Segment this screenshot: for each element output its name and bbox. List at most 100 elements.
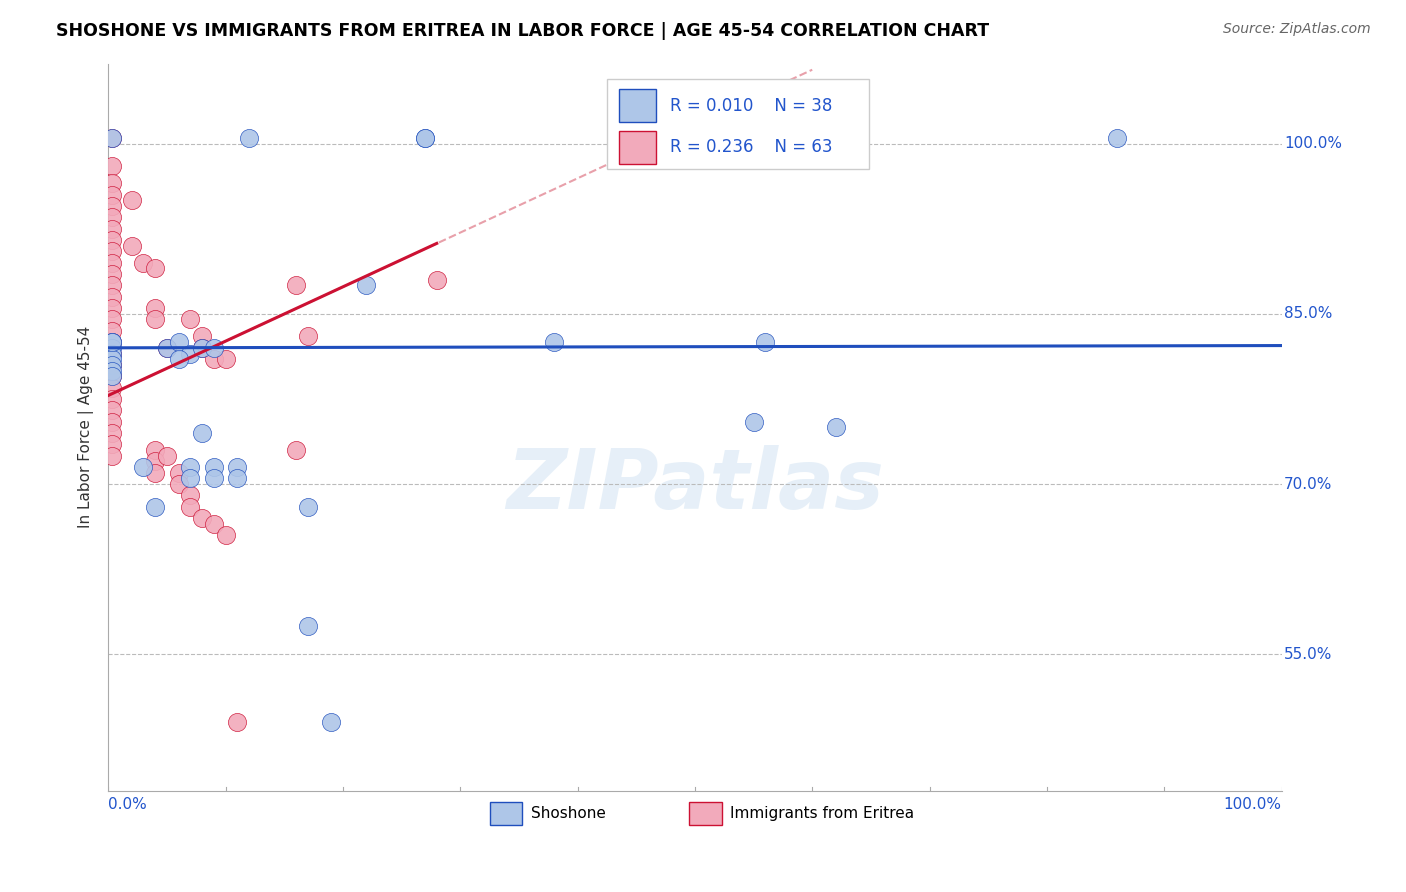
FancyBboxPatch shape [619, 131, 657, 163]
Point [226, 715, 249, 730]
Point [143, 442, 166, 457]
Point [100, 312, 122, 326]
Point [202, 471, 225, 485]
Text: R = 0.236    N = 63: R = 0.236 N = 63 [671, 138, 832, 156]
Point [100, 437, 122, 451]
Text: Source: ZipAtlas.com: Source: ZipAtlas.com [1223, 22, 1371, 37]
Point [179, 346, 201, 360]
Text: 85.0%: 85.0% [1284, 306, 1333, 321]
Point [167, 466, 190, 480]
Point [156, 341, 179, 355]
Point [100, 346, 122, 360]
Point [297, 500, 319, 514]
Point [1107, 131, 1129, 145]
Point [100, 369, 122, 384]
Point [321, 715, 343, 730]
Text: SHOSHONE VS IMMIGRANTS FROM ERITREA IN LABOR FORCE | AGE 45-54 CORRELATION CHART: SHOSHONE VS IMMIGRANTS FROM ERITREA IN L… [56, 22, 990, 40]
Point [100, 131, 122, 145]
Point [100, 358, 122, 372]
Point [100, 369, 122, 384]
Point [202, 460, 225, 475]
Point [143, 301, 166, 315]
Point [543, 335, 565, 350]
Point [100, 425, 122, 440]
Text: 55.0%: 55.0% [1284, 647, 1333, 662]
Point [413, 131, 436, 145]
FancyBboxPatch shape [619, 89, 657, 122]
Point [100, 403, 122, 417]
Point [202, 341, 225, 355]
FancyBboxPatch shape [489, 802, 523, 825]
Point [238, 131, 260, 145]
Point [100, 415, 122, 429]
Point [226, 471, 249, 485]
Point [100, 278, 122, 293]
Point [143, 261, 166, 276]
Text: Shoshone: Shoshone [530, 806, 606, 822]
Text: 100.0%: 100.0% [1223, 797, 1282, 813]
Point [613, 131, 636, 145]
Point [100, 221, 122, 235]
FancyBboxPatch shape [607, 79, 869, 169]
Text: 70.0%: 70.0% [1284, 476, 1333, 491]
Point [100, 392, 122, 406]
Point [143, 466, 166, 480]
Point [100, 324, 122, 338]
Point [191, 511, 214, 525]
Point [100, 363, 122, 377]
Point [143, 500, 166, 514]
Point [100, 199, 122, 213]
Point [156, 449, 179, 463]
Point [167, 352, 190, 367]
Point [100, 244, 122, 259]
Point [143, 454, 166, 468]
Point [284, 442, 307, 457]
Point [100, 159, 122, 173]
Point [100, 449, 122, 463]
Point [143, 312, 166, 326]
Point [179, 488, 201, 502]
Point [100, 233, 122, 247]
Point [100, 290, 122, 304]
FancyBboxPatch shape [689, 802, 721, 825]
Point [100, 301, 122, 315]
Point [100, 176, 122, 190]
Point [100, 187, 122, 202]
Text: Immigrants from Eritrea: Immigrants from Eritrea [730, 806, 914, 822]
Point [167, 477, 190, 491]
Point [156, 341, 179, 355]
Point [297, 329, 319, 343]
Point [100, 335, 122, 350]
Text: 0.0%: 0.0% [108, 797, 146, 813]
Point [179, 312, 201, 326]
Text: 100.0%: 100.0% [1284, 136, 1341, 151]
Point [100, 267, 122, 281]
Point [100, 358, 122, 372]
Point [284, 278, 307, 293]
Point [100, 352, 122, 367]
Point [191, 341, 214, 355]
Text: R = 0.010    N = 38: R = 0.010 N = 38 [671, 97, 832, 115]
Point [132, 256, 155, 270]
Point [214, 352, 236, 367]
Point [100, 335, 122, 350]
Point [202, 516, 225, 531]
Point [132, 460, 155, 475]
Point [226, 460, 249, 475]
Point [191, 329, 214, 343]
Point [413, 131, 436, 145]
Point [121, 194, 143, 208]
Point [191, 341, 214, 355]
Text: ZIPatlas: ZIPatlas [506, 445, 884, 526]
Point [297, 619, 319, 633]
Point [179, 500, 201, 514]
Point [100, 346, 122, 360]
Point [121, 238, 143, 252]
Point [824, 420, 846, 434]
Point [191, 425, 214, 440]
Point [202, 352, 225, 367]
Point [100, 341, 122, 355]
Point [214, 528, 236, 542]
Point [426, 273, 449, 287]
Point [742, 415, 765, 429]
